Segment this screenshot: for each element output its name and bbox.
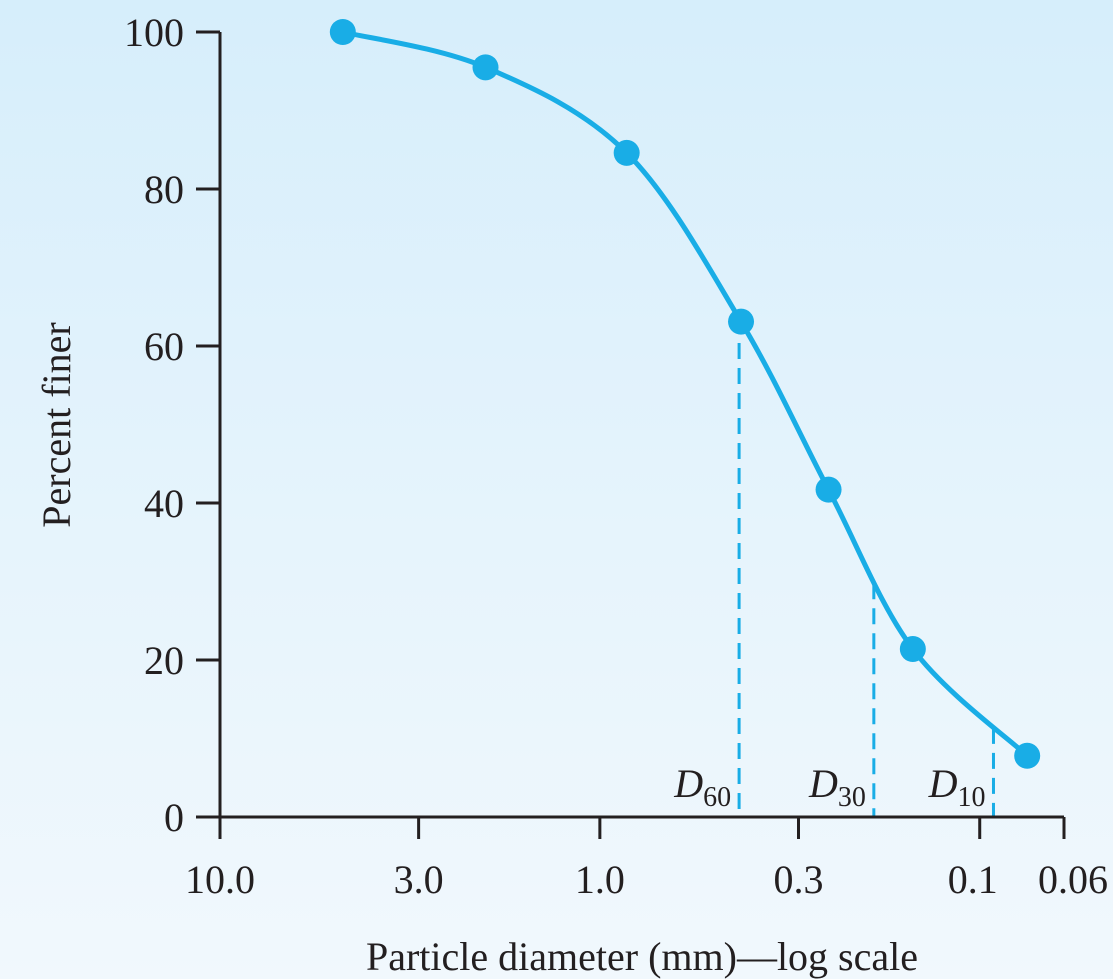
d-labels: D60 D30 D10 (673, 761, 985, 813)
label-base: D (673, 761, 703, 806)
y-tick-label: 80 (144, 167, 184, 212)
data-point (329, 19, 356, 45)
label-d30: D30 (808, 761, 866, 813)
x-ticks: 10.0 3.0 1.0 0.3 0.1 0.06 (185, 817, 1108, 902)
x-tick-label: 10.0 (185, 857, 255, 902)
x-tick-label: 0.1 (948, 857, 998, 902)
label-subscript: 60 (703, 782, 731, 813)
label-base: D (928, 761, 958, 806)
y-tick-label: 40 (144, 481, 184, 526)
data-point (815, 476, 842, 503)
data-point (728, 308, 755, 335)
points-layer (329, 19, 1041, 769)
label-subscript: 10 (957, 782, 985, 813)
y-ticks: 0 20 40 60 80 100 (124, 10, 220, 840)
x-tick-label: 0.3 (773, 857, 823, 902)
data-point (472, 54, 499, 81)
y-tick-label: 20 (144, 638, 184, 683)
reference-lines (737, 318, 995, 817)
y-tick-label: 60 (144, 324, 184, 369)
label-d60: D60 (673, 761, 731, 813)
y-tick-label: 100 (124, 10, 184, 55)
label-subscript: 30 (838, 782, 866, 813)
x-tick-label: 1.0 (575, 857, 625, 902)
data-point (613, 139, 640, 166)
label-d10: D10 (928, 761, 986, 813)
x-tick-label: 3.0 (394, 857, 444, 902)
y-axis-title: Percent finer (34, 322, 79, 527)
data-point (899, 636, 926, 663)
data-point (1014, 742, 1041, 769)
label-base: D (808, 761, 838, 806)
x-tick-label: 0.06 (1038, 857, 1108, 902)
axes (218, 32, 1064, 819)
x-axis-title: Particle diameter (mm)—log scale (366, 934, 918, 979)
y-tick-label: 0 (164, 795, 184, 840)
